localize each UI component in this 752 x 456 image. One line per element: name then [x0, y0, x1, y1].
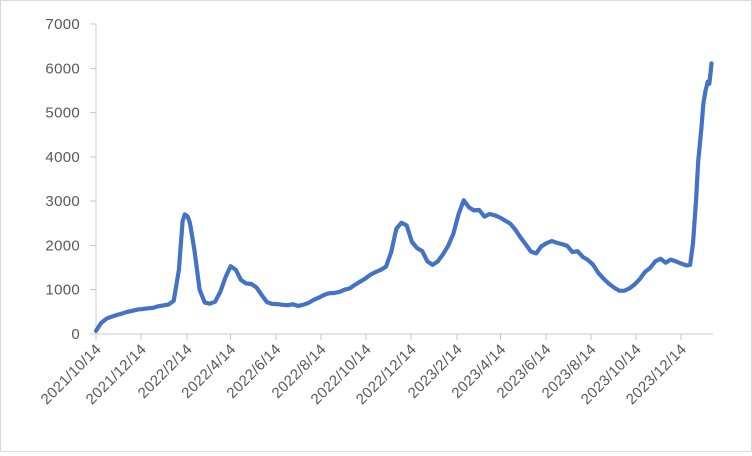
y-axis-tick-label: 0 — [71, 326, 80, 343]
y-axis-tick-label: 6000 — [45, 60, 80, 77]
series-line — [93, 61, 714, 333]
y-axis-tick-label: 3000 — [45, 193, 80, 210]
y-axis-tick-label: 2000 — [45, 237, 80, 254]
y-axis-tick-label: 5000 — [45, 105, 80, 122]
y-axis-tick-label: 7000 — [45, 16, 80, 33]
y-axis-tick-label: 4000 — [45, 149, 80, 166]
y-axis-tick-label: 1000 — [45, 282, 80, 299]
